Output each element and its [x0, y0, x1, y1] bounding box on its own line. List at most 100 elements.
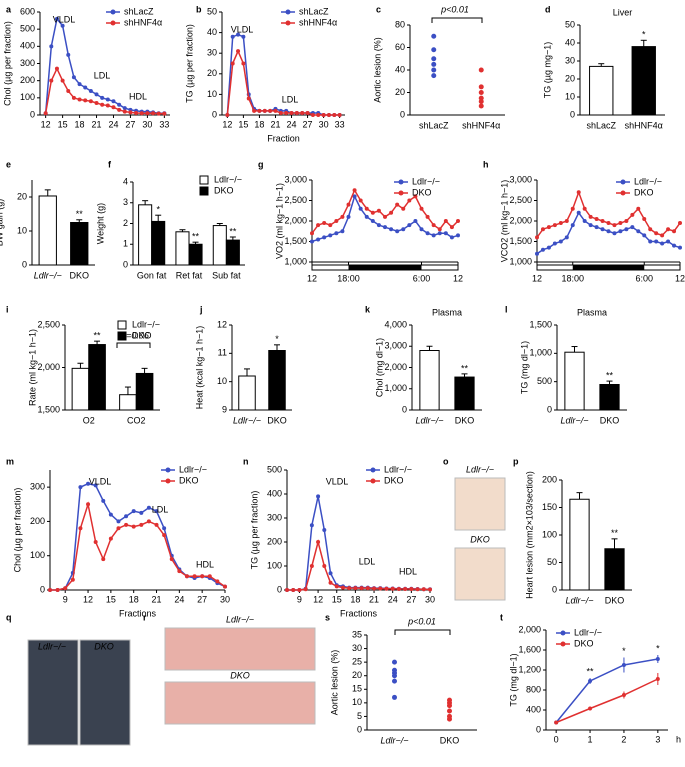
y-tick-label: 300	[30, 482, 45, 492]
point	[570, 206, 575, 211]
point	[86, 481, 91, 486]
x-tick-label: 18	[254, 119, 264, 129]
y-axis-label: Weight (g)	[95, 203, 105, 244]
panel-label: g	[258, 159, 264, 169]
point	[200, 574, 205, 579]
x-tick-label: shHNF4α	[625, 120, 663, 130]
series-line	[44, 66, 165, 115]
point	[594, 216, 599, 221]
y-tick-label: 200	[30, 516, 45, 526]
y-axis-label: Heart lesion (mm2×103/section)	[524, 471, 534, 599]
x-tick-label: 6:00	[413, 273, 431, 283]
point	[376, 208, 381, 213]
y-tick-label: 600	[20, 6, 35, 16]
point	[478, 90, 484, 95]
y-tick-label: 300	[267, 512, 282, 522]
y-axis-label: TG (µg per fraction)	[249, 491, 259, 570]
x-axis-label: Fraction	[267, 133, 300, 143]
legend-marker	[165, 478, 171, 484]
point	[564, 219, 569, 223]
x-tick-label: 2	[621, 734, 626, 744]
bar	[119, 394, 137, 411]
point	[156, 111, 161, 116]
point	[310, 113, 315, 117]
x-tick-label: 27	[125, 119, 135, 129]
point	[328, 233, 333, 238]
legend-marker	[285, 9, 291, 15]
x-tick-label: Ldlr−/−	[560, 415, 588, 425]
y-tick-label: 400	[267, 488, 282, 498]
point	[54, 16, 59, 21]
significance: *	[622, 646, 626, 656]
point	[660, 233, 665, 238]
point	[337, 113, 342, 117]
point	[128, 110, 133, 115]
y-tick-label: 0	[30, 109, 35, 119]
bar	[604, 548, 625, 591]
point	[372, 586, 377, 591]
y-axis-label: VCO2 (ml kg−1 h−1)	[499, 180, 509, 263]
point	[66, 52, 71, 57]
legend-label: Ldlr−/−	[132, 319, 160, 329]
point	[407, 198, 412, 203]
y-tick-label: 30	[352, 643, 362, 653]
point	[392, 694, 397, 700]
chart-title: Plasma	[577, 307, 607, 317]
x-tick-label: 3	[655, 734, 660, 744]
x-tick-label: 18:00	[561, 273, 584, 283]
dark-bar	[572, 265, 645, 270]
bar	[175, 231, 190, 266]
legend-label: Ldlr−/−	[384, 464, 412, 474]
point	[257, 108, 262, 113]
y-axis-label: Aortic lesion (%)	[329, 650, 339, 716]
annotation: VLDL	[231, 24, 254, 34]
bar	[70, 222, 89, 266]
point	[678, 245, 682, 250]
point	[268, 108, 273, 113]
x-tick-label: Ldlr−/−	[34, 270, 62, 280]
series-line	[44, 17, 165, 115]
y-axis-label: TG (µg per fraction)	[184, 24, 194, 103]
y-tick-label: 500	[20, 24, 35, 34]
point	[101, 498, 106, 503]
y-tick-label: 200	[542, 474, 557, 484]
annotation: VLDL	[89, 476, 112, 486]
point	[437, 231, 442, 236]
point	[437, 227, 442, 232]
point	[558, 239, 563, 244]
point	[60, 78, 65, 83]
point	[162, 526, 167, 531]
point	[672, 243, 677, 248]
x-tick-label: O2	[83, 415, 95, 425]
point	[49, 44, 54, 49]
photo	[164, 627, 316, 671]
point	[636, 206, 641, 211]
y-tick-label: 1,500	[284, 236, 307, 246]
series-line	[50, 482, 226, 591]
y-tick-label: 5	[357, 711, 362, 721]
point	[124, 514, 129, 519]
y-tick-label: 2,000	[37, 362, 60, 372]
y-tick-label: 150	[542, 502, 557, 512]
point	[648, 239, 653, 244]
point	[310, 231, 314, 236]
point	[310, 239, 314, 244]
y-tick-label: 12	[217, 319, 227, 329]
point	[309, 523, 314, 528]
point	[606, 229, 611, 234]
point	[139, 522, 144, 527]
x-tick-label: DKO	[600, 415, 620, 425]
legend-swatch	[117, 320, 127, 330]
point	[660, 241, 665, 246]
point	[431, 223, 436, 228]
point	[131, 509, 136, 514]
point	[396, 587, 401, 592]
legend-label: Ldlr−/−	[574, 627, 602, 637]
point	[169, 557, 174, 562]
chart-title: Liver	[613, 7, 633, 17]
point	[370, 210, 375, 215]
bar	[238, 375, 256, 411]
point	[431, 233, 436, 238]
panel-label: l	[505, 304, 508, 314]
